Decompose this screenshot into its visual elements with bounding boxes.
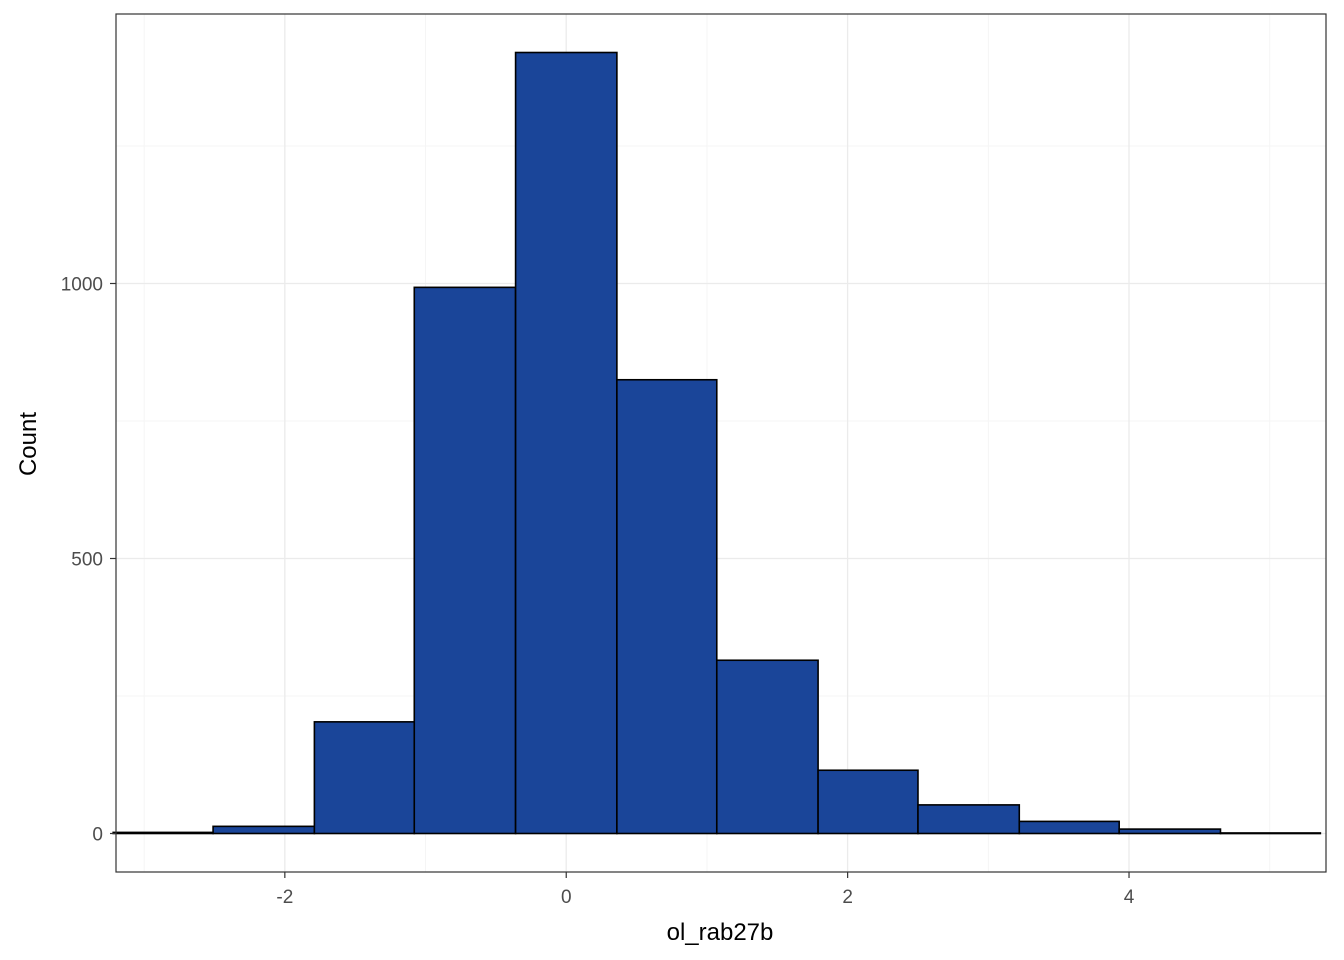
histogram-bar bbox=[514, 51, 618, 835]
histogram-bar bbox=[1219, 832, 1322, 835]
histogram-bars bbox=[112, 51, 1322, 835]
histogram-bar bbox=[212, 825, 316, 835]
y-tick-label: 1000 bbox=[61, 275, 103, 296]
histogram-bar bbox=[413, 286, 517, 835]
histogram-bar bbox=[313, 721, 416, 835]
x-tick-label: 2 bbox=[842, 887, 853, 908]
y-axis-ticks: 0 500 1000 bbox=[61, 275, 116, 846]
histogram-bar bbox=[112, 831, 214, 835]
histogram-bar bbox=[917, 804, 1021, 835]
x-tick-label: 4 bbox=[1124, 887, 1135, 908]
x-axis-ticks: -2 0 2 4 bbox=[276, 872, 1135, 908]
y-tick-label: 0 bbox=[92, 825, 103, 846]
x-tick-label: -2 bbox=[276, 887, 293, 908]
histogram-bar bbox=[1118, 828, 1222, 835]
x-axis-title: ol_rab27b bbox=[667, 919, 774, 946]
histogram-bar bbox=[1018, 820, 1120, 835]
histogram-bar bbox=[616, 378, 718, 835]
histogram-bar bbox=[715, 659, 819, 835]
histogram-bar bbox=[817, 769, 919, 835]
panel-border bbox=[115, 13, 1327, 873]
y-tick-label: 500 bbox=[71, 550, 103, 571]
x-tick-label: 0 bbox=[561, 887, 572, 908]
y-axis-title: Count bbox=[15, 412, 42, 476]
